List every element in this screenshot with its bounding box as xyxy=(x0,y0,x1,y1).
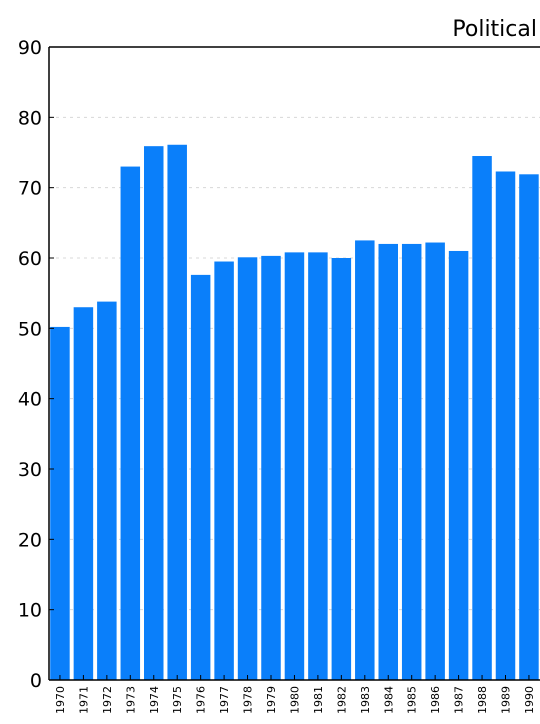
y-tick-label: 20 xyxy=(18,529,42,551)
y-tick-label: 60 xyxy=(18,248,42,270)
bar-1980 xyxy=(284,252,305,680)
bar-1989 xyxy=(495,171,516,681)
x-tick-label: 1984 xyxy=(382,686,395,714)
bar-1979 xyxy=(261,255,281,680)
bar-1985 xyxy=(401,243,422,680)
y-tick-label: 50 xyxy=(18,318,42,340)
bar-1975 xyxy=(167,144,187,681)
bar-1976 xyxy=(190,274,211,680)
x-tick-label: 1988 xyxy=(476,686,489,714)
x-tick-label: 1990 xyxy=(523,686,536,714)
x-tick-label: 1982 xyxy=(335,686,348,714)
y-tick-label: 30 xyxy=(18,459,42,481)
bar-1978 xyxy=(237,257,258,680)
x-tick-label: 1977 xyxy=(218,686,231,714)
x-tick-label: 1987 xyxy=(453,686,466,714)
x-tick-labels: 1970 1971 1972 1973 1974 1975 1976 1977 1978 1979… xyxy=(54,686,536,714)
bar-1981 xyxy=(308,252,328,680)
x-tick-label: 1983 xyxy=(359,686,372,714)
bar-1982 xyxy=(331,258,352,680)
x-tick-label: 1974 xyxy=(148,686,161,714)
x-tick-label: 1981 xyxy=(312,686,325,714)
bar-1973 xyxy=(120,166,141,681)
x-tick-label: 1985 xyxy=(406,686,419,714)
bar-1972 xyxy=(97,301,117,680)
bar-1977 xyxy=(214,261,234,680)
x-tick-label: 1979 xyxy=(265,686,278,714)
bar-1971 xyxy=(73,307,94,680)
x-tick-label: 1989 xyxy=(500,686,513,714)
bar-1988 xyxy=(472,156,492,680)
y-tick-label: 70 xyxy=(18,178,42,200)
x-tick-label: 1986 xyxy=(429,686,442,714)
bar-1983 xyxy=(355,240,375,680)
x-tick-label: 1973 xyxy=(124,686,137,714)
y-tick-label: 90 xyxy=(18,37,42,59)
y-tick-label: 10 xyxy=(18,600,42,622)
bar-1984 xyxy=(378,243,398,680)
x-tick-label: 1970 xyxy=(54,686,67,714)
x-tick-label: 1980 xyxy=(288,686,301,714)
bar-1990 xyxy=(519,174,539,680)
x-tick-label: 1978 xyxy=(242,686,255,714)
x-tick-label: 1971 xyxy=(77,686,90,714)
x-tick-label: 1976 xyxy=(195,686,208,714)
y-tick-label: 40 xyxy=(18,389,42,411)
bar-1987 xyxy=(448,250,469,680)
x-tick-label: 1975 xyxy=(171,686,184,714)
bar-1970 xyxy=(50,326,70,680)
x-tick-label: 1972 xyxy=(101,686,114,714)
y-tick-label: 80 xyxy=(18,107,42,129)
chart-title: Political xyxy=(452,17,537,42)
axes xyxy=(48,46,540,681)
bar-1986 xyxy=(425,242,445,680)
y-tick-labels: 0 10 20 30 40 50 60 70 80 90 xyxy=(18,37,42,692)
bar-1974 xyxy=(144,146,164,681)
bars xyxy=(50,144,539,681)
y-tick-label: 0 xyxy=(30,670,42,692)
